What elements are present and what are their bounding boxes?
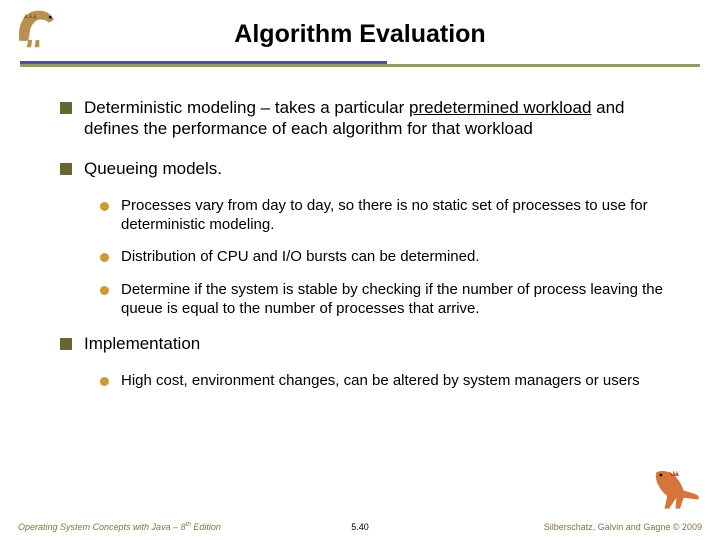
- sub-bullet-stable: Determine if the system is stable by che…: [100, 281, 680, 319]
- footer-copyright: Silberschatz, Galvin and Gagne © 2009: [544, 522, 702, 532]
- square-bullet-icon: [60, 102, 72, 114]
- text: Processes vary from day to day, so there…: [121, 197, 680, 235]
- square-bullet-icon: [60, 163, 72, 175]
- dinosaur-left-icon: [10, 0, 65, 50]
- dinosaur-right-icon: [645, 465, 705, 515]
- footer-page-number: 5.40: [351, 522, 369, 532]
- text: Distribution of CPU and I/O bursts can b…: [121, 248, 480, 267]
- text: Deterministic modeling – takes a particu…: [84, 98, 409, 117]
- slide-header: Algorithm Evaluation: [0, 0, 720, 67]
- dot-bullet-icon: [100, 286, 109, 295]
- bullet-deterministic: Deterministic modeling – takes a particu…: [60, 97, 680, 140]
- text: Queueing models.: [84, 158, 222, 179]
- text: Determine if the system is stable by che…: [121, 281, 680, 319]
- bullet-implementation: Implementation: [60, 333, 680, 354]
- text: Edition: [191, 522, 221, 532]
- slide-content: Deterministic modeling – takes a particu…: [0, 67, 720, 391]
- text: Operating System Concepts with Java – 8: [18, 522, 186, 532]
- sub-bullet-distribution: Distribution of CPU and I/O bursts can b…: [100, 248, 680, 267]
- text: Implementation: [84, 333, 200, 354]
- bullet-queueing: Queueing models.: [60, 158, 680, 179]
- text-underline: predetermined workload: [409, 98, 591, 117]
- dot-bullet-icon: [100, 377, 109, 386]
- sub-bullet-cost: High cost, environment changes, can be a…: [100, 372, 680, 391]
- footer-book-title: Operating System Concepts with Java – 8t…: [18, 521, 221, 532]
- title-rule: [0, 61, 720, 67]
- slide-footer: Operating System Concepts with Java – 8t…: [0, 521, 720, 532]
- dot-bullet-icon: [100, 202, 109, 211]
- slide-title: Algorithm Evaluation: [0, 20, 720, 59]
- text: High cost, environment changes, can be a…: [121, 372, 640, 391]
- dot-bullet-icon: [100, 253, 109, 262]
- square-bullet-icon: [60, 338, 72, 350]
- sub-bullet-processes: Processes vary from day to day, so there…: [100, 197, 680, 235]
